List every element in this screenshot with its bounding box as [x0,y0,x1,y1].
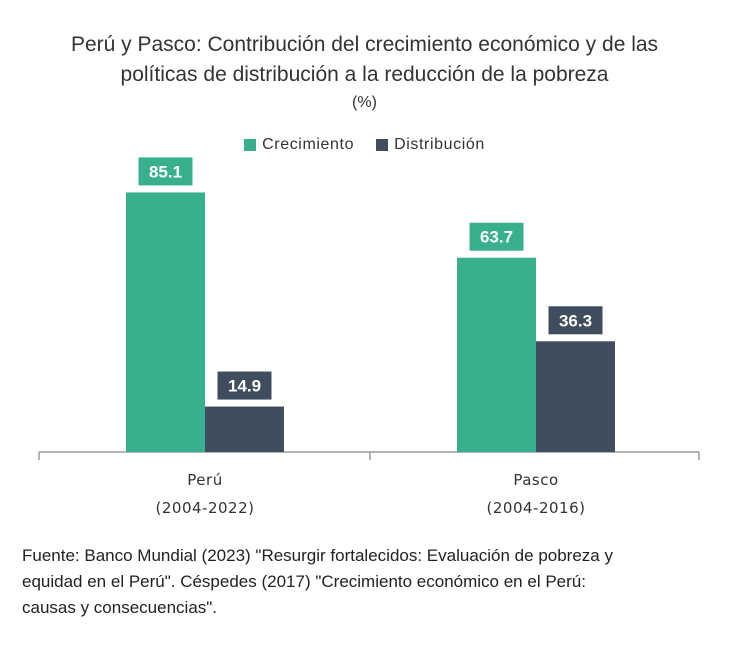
legend-swatch-distribucion [376,139,389,151]
data-label-pasco-distribucion: 36.3 [559,311,592,330]
data-label-peru-crecimiento: 85.1 [149,162,182,181]
category-period-peru: (2004-2022) [156,499,255,517]
category-label-pasco: Pasco [513,471,558,489]
bar-peru-crecimiento [126,192,205,452]
category-period-pasco: (2004-2016) [487,499,586,517]
bar-pasco-crecimiento [457,257,536,452]
source-line-3: causas y consecuencias". [22,598,218,617]
source-line-1: Fuente: Banco Mundial (2023) "Resurgir f… [22,546,613,565]
bar-pasco-distribucion [536,341,615,452]
bar-peru-distribucion [205,406,284,452]
category-label-peru: Perú [187,471,222,489]
data-label-peru-distribucion: 14.9 [228,377,261,396]
legend-item-crecimiento: Crecimiento [244,136,354,154]
chart-title: Perú y Pasco: Contribución del crecimien… [0,30,729,90]
legend-swatch-crecimiento [244,139,257,151]
legend-label-crecimiento: Crecimiento [262,136,355,153]
data-label-box-pasco-crecimiento [469,222,524,251]
unit-label: (%) [352,94,377,111]
data-label-pasco-crecimiento: 63.7 [480,228,513,247]
data-label-box-peru-crecimiento [138,157,193,186]
data-label-box-pasco-distribucion [548,306,603,335]
legend-label-distribucion: Distribución [394,136,485,153]
source-note: Fuente: Banco Mundial (2023) "Resurgir f… [22,543,717,621]
bar-chart: 85.1 14.9 Perú (2004-2022) 63.7 36.3 Pasco (200… [38,157,700,517]
chart-title-line-2: políticas de distribución a la reducción… [120,63,609,86]
legend: Crecimiento Distribución [0,136,729,154]
source-line-2: equidad en el Perú". Céspedes (2017) "Cr… [22,572,586,591]
legend-item-distribucion: Distribución [376,136,485,154]
chart-title-line-1: Perú y Pasco: Contribución del crecimien… [70,33,659,56]
data-label-box-peru-distribucion [217,371,272,400]
